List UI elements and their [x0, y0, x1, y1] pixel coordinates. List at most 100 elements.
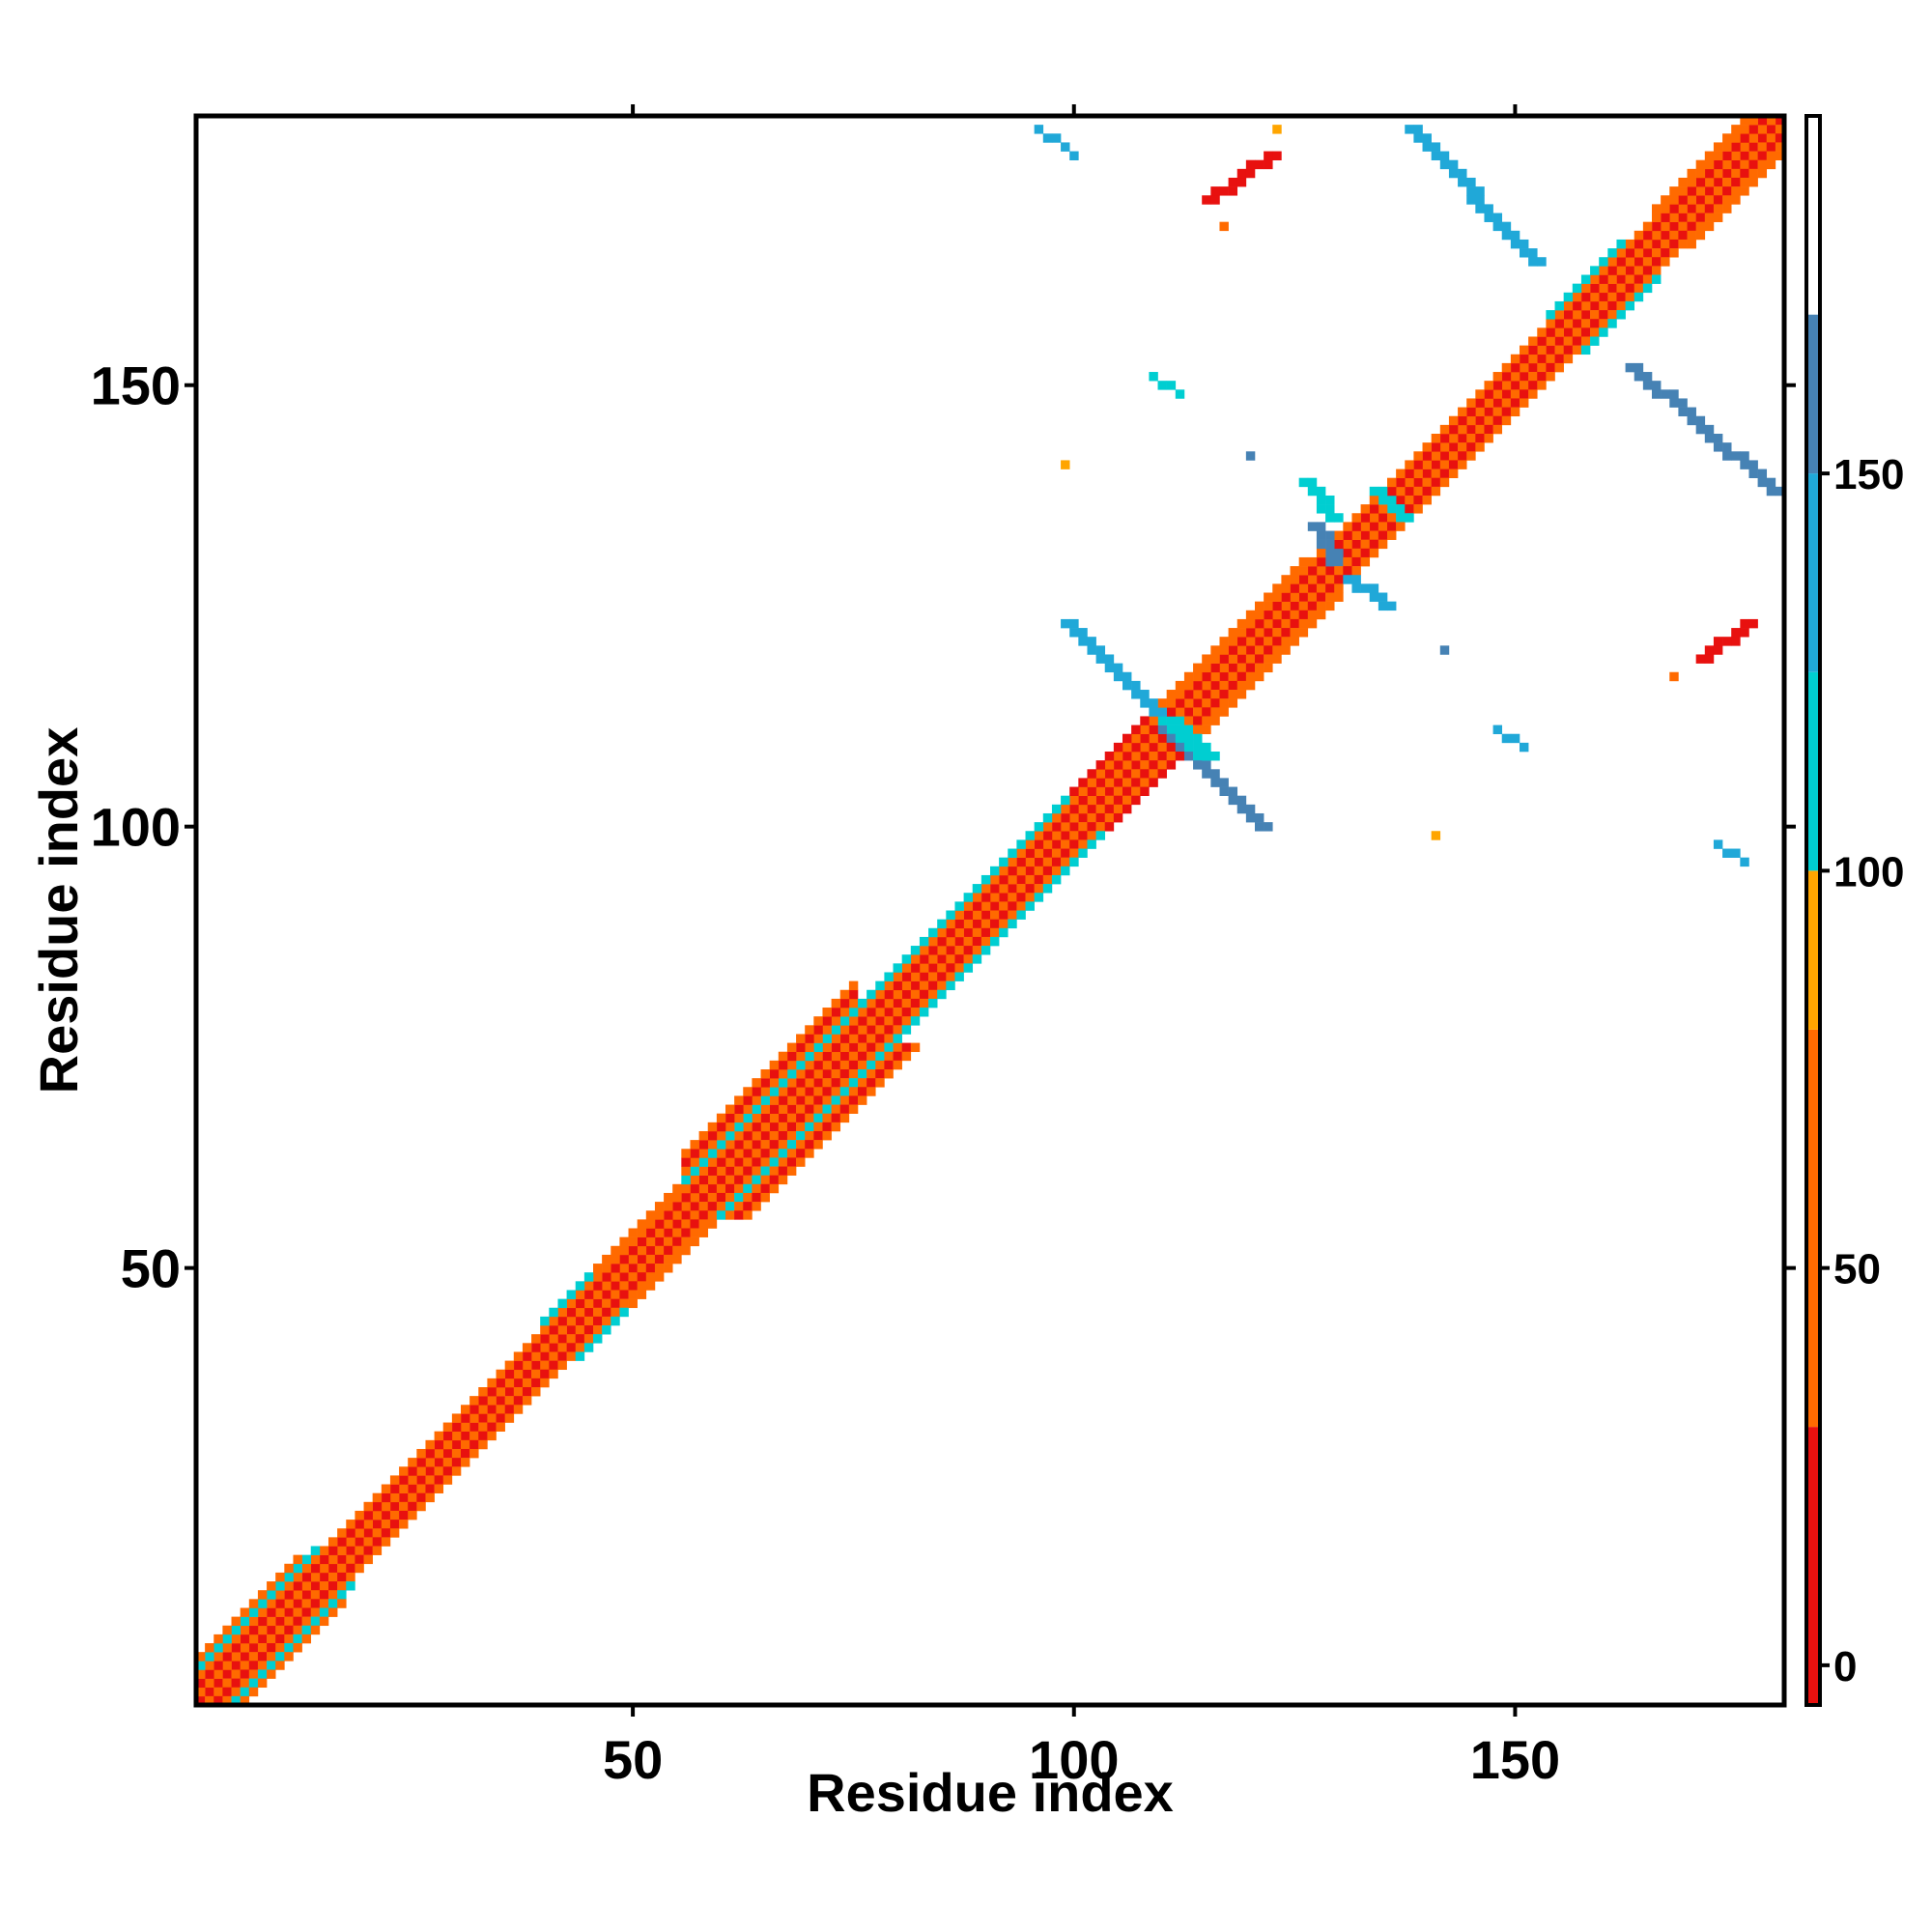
heatmap-cell: [760, 1149, 770, 1158]
heatmap-cell: [1757, 142, 1768, 152]
heatmap-cell: [893, 1060, 902, 1070]
heatmap-cell: [1413, 477, 1423, 488]
heatmap-cell: [284, 1563, 294, 1574]
heatmap-cell: [1731, 168, 1741, 179]
heatmap-cell: [372, 1510, 383, 1520]
heatmap-cell: [1325, 566, 1335, 576]
heatmap-cell: [1210, 769, 1220, 779]
heatmap-cell: [1775, 133, 1785, 143]
heatmap-cell: [831, 1008, 841, 1017]
heatmap-cell: [831, 1060, 841, 1070]
heatmap-cell: [813, 1113, 823, 1123]
heatmap-cell: [786, 1078, 797, 1088]
heatmap-cell: [1661, 204, 1670, 213]
heatmap-cell: [813, 1104, 823, 1114]
heatmap-cell: [1642, 381, 1653, 390]
heatmap-cell: [346, 1528, 355, 1538]
heatmap-cell: [328, 1590, 338, 1600]
heatmap-cell: [389, 1475, 400, 1485]
heatmap-cell: [725, 1175, 735, 1185]
heatmap-cell: [1722, 151, 1732, 160]
heatmap-cell: [522, 1369, 532, 1379]
heatmap-cell: [831, 1069, 841, 1079]
heatmap-cell: [1236, 628, 1247, 638]
heatmap-cell: [1501, 372, 1512, 382]
heatmap-cell: [980, 884, 991, 894]
heatmap-cell: [1051, 857, 1062, 867]
heatmap-cell: [867, 989, 876, 1000]
heatmap-cell: [1008, 874, 1017, 885]
heatmap-cell: [999, 901, 1009, 911]
heatmap-cell: [240, 1652, 250, 1662]
heatmap-cell: [1034, 866, 1044, 876]
heatmap-cell: [1061, 618, 1070, 629]
heatmap-cell: [1061, 839, 1070, 849]
heatmap-cell: [1669, 221, 1679, 232]
heatmap-cell: [1642, 239, 1653, 249]
heatmap-cell: [1087, 795, 1096, 806]
heatmap-cell: [531, 1360, 541, 1371]
heatmap-cell: [822, 1078, 832, 1088]
heatmap-cell: [522, 1387, 532, 1397]
heatmap-cell: [1458, 415, 1467, 426]
heatmap-cell: [707, 1202, 718, 1211]
heatmap-cell: [1264, 628, 1273, 638]
heatmap-cell: [884, 1051, 894, 1062]
heatmap-cell: [566, 1298, 577, 1309]
heatmap-cell: [778, 1095, 788, 1105]
heatmap-cell: [1616, 239, 1626, 249]
heatmap-cell: [1149, 752, 1158, 761]
heatmap-cell: [1492, 381, 1503, 390]
heatmap-cell: [275, 1599, 285, 1608]
heatmap-cell: [954, 919, 964, 929]
heatmap-cell: [363, 1554, 373, 1565]
heatmap-cell: [1069, 848, 1079, 858]
heatmap-cell: [1061, 866, 1070, 876]
heatmap-cell: [1157, 381, 1167, 390]
heatmap-cell: [275, 1625, 285, 1635]
heatmap-cell: [425, 1439, 435, 1450]
heatmap-cell: [1264, 637, 1273, 646]
heatmap-cell: [848, 1051, 859, 1062]
heatmap-cell: [1069, 839, 1079, 849]
heatmap-cell: [355, 1554, 364, 1565]
heatmap-cell: [707, 1192, 718, 1203]
heatmap-cell: [1202, 769, 1211, 779]
heatmap-cell: [972, 901, 982, 911]
heatmap-cell: [461, 1458, 470, 1467]
heatmap-cell: [583, 1343, 594, 1352]
heatmap-cell: [805, 1078, 814, 1088]
heatmap-cell: [1396, 513, 1406, 523]
heatmap-cell: [602, 1325, 611, 1335]
heatmap-cell: [743, 1122, 753, 1132]
heatmap-cell: [1616, 300, 1626, 311]
heatmap-cell: [1069, 795, 1079, 806]
heatmap-cell: [434, 1439, 444, 1450]
heatmap-cells: [196, 116, 1785, 1706]
heatmap-cell: [408, 1501, 417, 1512]
heatmap-cell: [1520, 239, 1529, 249]
heatmap-cell: [1563, 345, 1574, 355]
heatmap-cell: [1678, 407, 1688, 417]
heatmap-cell: [893, 1008, 902, 1017]
heatmap-cell: [1034, 839, 1044, 849]
heatmap-cell: [1546, 327, 1555, 337]
heatmap-cell: [205, 1643, 214, 1653]
heatmap-cell: [513, 1360, 524, 1371]
heatmap-cell: [1034, 822, 1044, 832]
heatmap-cell: [1422, 451, 1432, 461]
heatmap-cell: [540, 1343, 550, 1352]
heatmap-cell: [1255, 637, 1264, 646]
heatmap-cell: [240, 1625, 250, 1635]
heatmap-cell: [1616, 283, 1626, 294]
heatmap-cell: [593, 1281, 603, 1291]
heatmap-cell: [1722, 451, 1732, 461]
heatmap-cell: [1669, 213, 1679, 222]
heatmap-cell: [645, 1264, 656, 1273]
heatmap-cell: [319, 1590, 329, 1600]
heatmap-cell: [1748, 460, 1758, 469]
heatmap-cell: [1546, 336, 1555, 346]
heatmap-cell: [1510, 389, 1520, 399]
heatmap-cell: [1520, 372, 1529, 382]
heatmap-cell: [1510, 372, 1520, 382]
